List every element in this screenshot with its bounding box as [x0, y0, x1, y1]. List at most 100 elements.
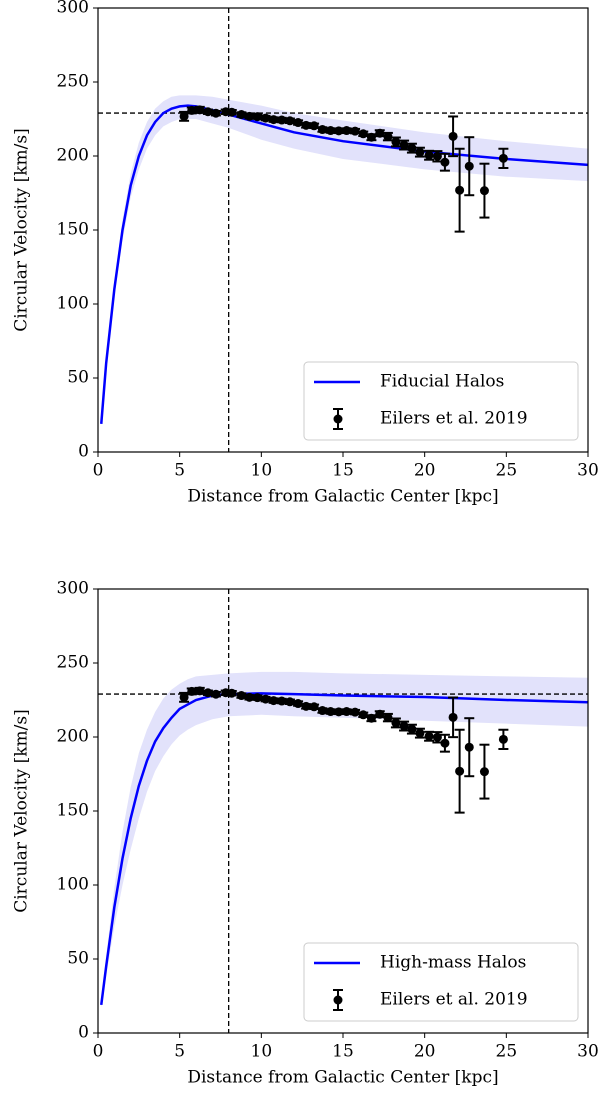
y-tick-label: 250 — [57, 72, 89, 92]
model-line — [100, 104, 588, 424]
data-point — [432, 732, 442, 742]
data-point — [326, 126, 336, 136]
data-point — [293, 699, 303, 709]
data-point — [448, 712, 458, 722]
data-point — [350, 126, 360, 136]
x-tick-label: 15 — [332, 461, 354, 481]
data-point — [498, 153, 508, 163]
data-point — [350, 707, 360, 717]
data-point — [309, 121, 319, 131]
y-axis-label: Circular Velocity [km/s] — [12, 709, 32, 913]
data-point — [342, 126, 352, 136]
legend-marker — [333, 995, 343, 1005]
data-point — [301, 120, 311, 130]
data-point — [479, 767, 489, 777]
y-tick-label: 200 — [57, 146, 89, 166]
data-point — [375, 128, 385, 138]
data-point — [479, 186, 489, 196]
y-tick-label: 300 — [57, 579, 89, 599]
data-point — [277, 115, 287, 125]
data-point — [424, 731, 434, 741]
data-point — [464, 161, 474, 171]
data-point — [464, 742, 474, 752]
data-point — [326, 707, 336, 717]
x-tick-label: 20 — [414, 1042, 436, 1062]
data-point — [301, 701, 311, 711]
data-point — [179, 111, 189, 121]
data-point — [366, 132, 376, 142]
data-point — [415, 147, 425, 157]
x-tick-label: 30 — [577, 1042, 599, 1062]
data-point — [448, 131, 458, 141]
x-tick-label: 20 — [414, 461, 436, 481]
plot-area — [98, 589, 588, 1033]
data-point — [195, 686, 205, 696]
y-tick-label: 50 — [67, 368, 89, 388]
legend-label: Eilers et al. 2019 — [380, 990, 528, 1010]
y-tick-label: 250 — [57, 653, 89, 673]
band — [101, 671, 588, 1008]
legend-label: High-mass Halos — [380, 953, 526, 973]
data-point — [244, 111, 254, 121]
plot-area — [98, 8, 588, 452]
data-point — [269, 115, 279, 125]
legend-label: Fiducial Halos — [380, 372, 504, 392]
data-point — [203, 688, 213, 698]
data-point — [498, 734, 508, 744]
data-point — [236, 691, 246, 701]
y-tick-label: 0 — [78, 1023, 89, 1043]
x-tick-label: 15 — [332, 1042, 354, 1062]
data-point — [285, 116, 295, 126]
x-tick-label: 30 — [577, 461, 599, 481]
data-point — [366, 713, 376, 723]
data-point — [211, 689, 221, 699]
data-point — [269, 696, 279, 706]
data-point — [261, 694, 271, 704]
data-point — [440, 738, 450, 748]
data-point — [277, 696, 287, 706]
y-tick-label: 150 — [57, 801, 89, 821]
legend-box — [303, 361, 579, 441]
legend-label: Eilers et al. 2019 — [380, 409, 528, 429]
data-point — [211, 108, 221, 118]
data-point — [375, 709, 385, 719]
data-point — [424, 150, 434, 160]
data-point — [399, 721, 409, 731]
model-line — [100, 692, 588, 1006]
y-tick-label: 0 — [78, 442, 89, 462]
legend-box — [303, 942, 579, 1022]
data-point — [261, 113, 271, 123]
data-point — [252, 693, 262, 703]
data-point — [293, 118, 303, 128]
data-point — [432, 151, 442, 161]
data-point — [244, 692, 254, 702]
y-tick-label: 150 — [57, 220, 89, 240]
data-point — [317, 706, 327, 716]
data-point — [187, 105, 197, 115]
x-tick-label: 10 — [251, 1042, 273, 1062]
data-point — [252, 112, 262, 122]
data-point — [391, 137, 401, 147]
x-tick-label: 25 — [496, 461, 518, 481]
data-point — [309, 702, 319, 712]
legend-marker — [333, 414, 343, 424]
data-point — [383, 713, 393, 723]
data-point — [236, 110, 246, 120]
data-point — [455, 185, 465, 195]
y-tick-label: 200 — [57, 727, 89, 747]
data-point — [195, 105, 205, 115]
data-point — [227, 107, 237, 117]
data-point — [407, 143, 417, 153]
data-point — [358, 129, 368, 139]
data-point — [440, 157, 450, 167]
data-point — [415, 728, 425, 738]
data-point — [179, 692, 189, 702]
data-point — [407, 724, 417, 734]
data-point — [227, 688, 237, 698]
data-point — [399, 140, 409, 150]
data-point — [285, 697, 295, 707]
x-axis-label: Distance from Galactic Center [kpc] — [187, 1068, 498, 1088]
data-point — [187, 686, 197, 696]
